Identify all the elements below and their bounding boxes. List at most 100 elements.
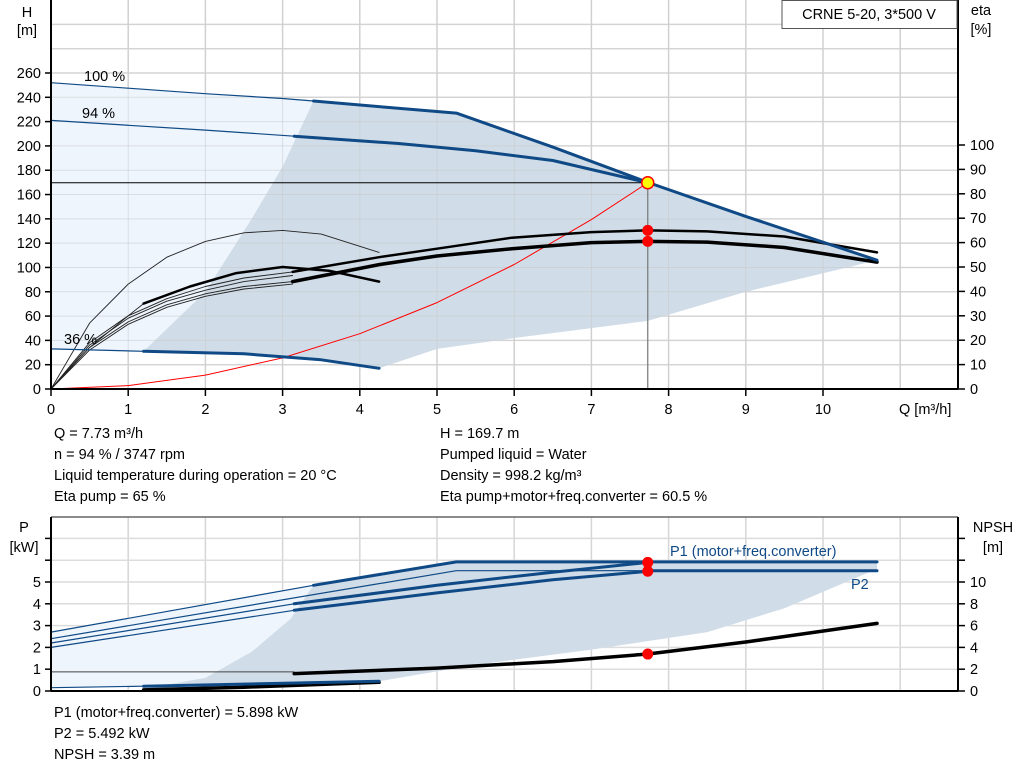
npsh-axis-unit: [m] <box>983 540 1003 556</box>
power-curve-thin <box>50 603 295 644</box>
y2-tick-label: 20 <box>970 333 986 349</box>
head-curve <box>312 99 879 262</box>
duty-info-right: H = 169.7 m Pumped liquid = Water Densit… <box>440 424 707 508</box>
power-range-dark <box>143 561 878 689</box>
npsh-curve <box>141 680 381 692</box>
eta-curve-thin <box>50 303 145 390</box>
p-tick-label: 1 <box>33 662 41 678</box>
duty-info-left: Q = 7.73 m³/h n = 94 % / 3747 rpm Liquid… <box>54 424 337 508</box>
x-tick-label: 6 <box>510 402 518 418</box>
y-tick-label: 140 <box>17 212 41 228</box>
y-tick-label: 0 <box>33 382 41 398</box>
y2-tick-label: 30 <box>970 309 986 325</box>
y2-tick-label: 40 <box>970 284 986 300</box>
info-p2: P2 = 5.492 kW <box>54 726 150 742</box>
npsh-tick-label: 8 <box>970 597 978 613</box>
y-tick-label: 60 <box>25 309 41 325</box>
y-tick-label: 260 <box>17 66 41 82</box>
eta-curve-thin <box>50 229 380 390</box>
p-tick-label: 4 <box>33 597 41 613</box>
x-tick-label: 8 <box>665 402 673 418</box>
info-p1: P1 (motor+freq.converter) = 5.898 kW <box>54 705 299 721</box>
power-curve <box>142 679 381 688</box>
eta-curve <box>142 265 381 305</box>
operating-range-dark <box>143 101 878 369</box>
npsh-marker <box>642 648 654 660</box>
head-curve-thin <box>50 82 315 102</box>
y-tick-label: 220 <box>17 115 41 131</box>
x-axis-label: Q [m³/h] <box>899 402 951 418</box>
x-tick-label: 0 <box>47 402 55 418</box>
power-curve-thin <box>50 584 315 633</box>
npsh-tick-label: 4 <box>970 640 978 656</box>
head-curve <box>292 134 650 185</box>
duty-point-marker <box>641 175 655 190</box>
y2-tick-label: 100 <box>970 138 994 154</box>
npsh-tick-label: 6 <box>970 619 978 635</box>
x-tick-label: 4 <box>356 402 364 418</box>
curve-label-speed: 94 % <box>82 106 115 122</box>
y-tick-label: 180 <box>17 163 41 179</box>
eta-pump-marker <box>642 224 654 236</box>
power-curve <box>292 560 650 606</box>
x-tick-label: 9 <box>742 402 750 418</box>
y-tick-label: 160 <box>17 188 41 204</box>
power-curve <box>292 569 650 612</box>
x-tick-label: 5 <box>433 402 441 418</box>
p1-marker <box>642 556 654 568</box>
head-curve-thin <box>50 119 295 137</box>
y2-tick-label: 50 <box>970 260 986 276</box>
x-tick-label: 1 <box>124 402 132 418</box>
npsh-tick-label: 2 <box>970 662 978 678</box>
y-tick-label: 240 <box>17 90 41 106</box>
eta-curve <box>290 239 879 284</box>
npsh-axis-label: NPSH <box>973 520 1013 536</box>
eta-total-marker <box>642 235 654 247</box>
info-density: Density = 998.2 kg/m³ <box>440 468 582 484</box>
y2-tick-label: 70 <box>970 211 986 227</box>
eta-curve-thin <box>50 275 294 390</box>
y-tick-label: 120 <box>17 236 41 252</box>
power-curve <box>312 560 879 587</box>
y2-tick-label: 90 <box>970 162 986 178</box>
power-curve-thin <box>50 609 295 649</box>
y2-tick-label: 80 <box>970 187 986 203</box>
p-tick-label: 2 <box>33 640 41 656</box>
info-eta-total: Eta pump+motor+freq.converter = 60.5 % <box>440 489 708 505</box>
eta-curve <box>291 229 879 274</box>
p-axis-unit: [kW] <box>10 540 39 556</box>
title-box <box>781 0 958 29</box>
curve-label-speed: 100 % <box>84 69 125 85</box>
x-tick-label: 3 <box>279 402 287 418</box>
head-curve <box>142 349 381 370</box>
y-tick-label: 200 <box>17 139 41 155</box>
y2-tick-label: 10 <box>970 358 986 374</box>
p-tick-label: 0 <box>33 684 41 700</box>
info-npsh: NPSH = 3.39 m <box>54 747 156 763</box>
y-tick-label: 20 <box>25 358 41 374</box>
y-tick-label: 100 <box>17 260 41 276</box>
npsh-tick-label: 10 <box>970 575 986 591</box>
curve-label-speed: 36 % <box>64 332 97 348</box>
npsh-curve <box>292 621 879 676</box>
info-head: H = 169.7 m <box>440 426 520 442</box>
info-eta-pump: Eta pump = 65 % <box>54 489 166 505</box>
y-tick-label: 80 <box>25 285 41 301</box>
y-tick-label: 40 <box>25 333 41 349</box>
npsh-tick-label: 0 <box>970 684 978 700</box>
y-axis-unit: [m] <box>17 23 37 39</box>
eta-curve-thin <box>50 271 294 390</box>
y2-tick-label: 0 <box>970 382 978 398</box>
power-curve-thin <box>50 685 145 689</box>
chart-title: CRNE 5-20, 3*500 V <box>802 7 936 23</box>
y2-tick-label: 60 <box>970 236 986 252</box>
y2-axis-label: eta <box>971 3 992 19</box>
series-label-p2: P2 <box>851 577 869 593</box>
p-tick-label: 5 <box>33 575 41 591</box>
series-label-p1: P1 (motor+freq.converter) <box>670 544 836 560</box>
p-axis-label: P <box>19 520 29 536</box>
x-tick-label: 2 <box>201 402 209 418</box>
duty-info-power: P1 (motor+freq.converter) = 5.898 kW P2 … <box>54 703 298 766</box>
info-flow: Q = 7.73 m³/h <box>54 426 144 442</box>
